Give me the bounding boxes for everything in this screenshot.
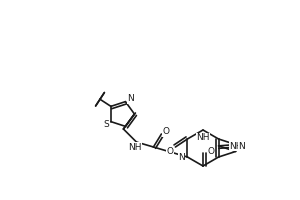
Text: S: S xyxy=(103,120,109,129)
Text: N: N xyxy=(127,94,134,103)
Text: NH: NH xyxy=(128,142,141,152)
Text: NH: NH xyxy=(196,134,210,142)
Text: O: O xyxy=(167,146,174,156)
Text: NH: NH xyxy=(229,142,242,151)
Text: O: O xyxy=(163,128,170,136)
Text: N: N xyxy=(178,152,185,162)
Text: O: O xyxy=(208,146,214,156)
Text: N: N xyxy=(238,142,245,151)
